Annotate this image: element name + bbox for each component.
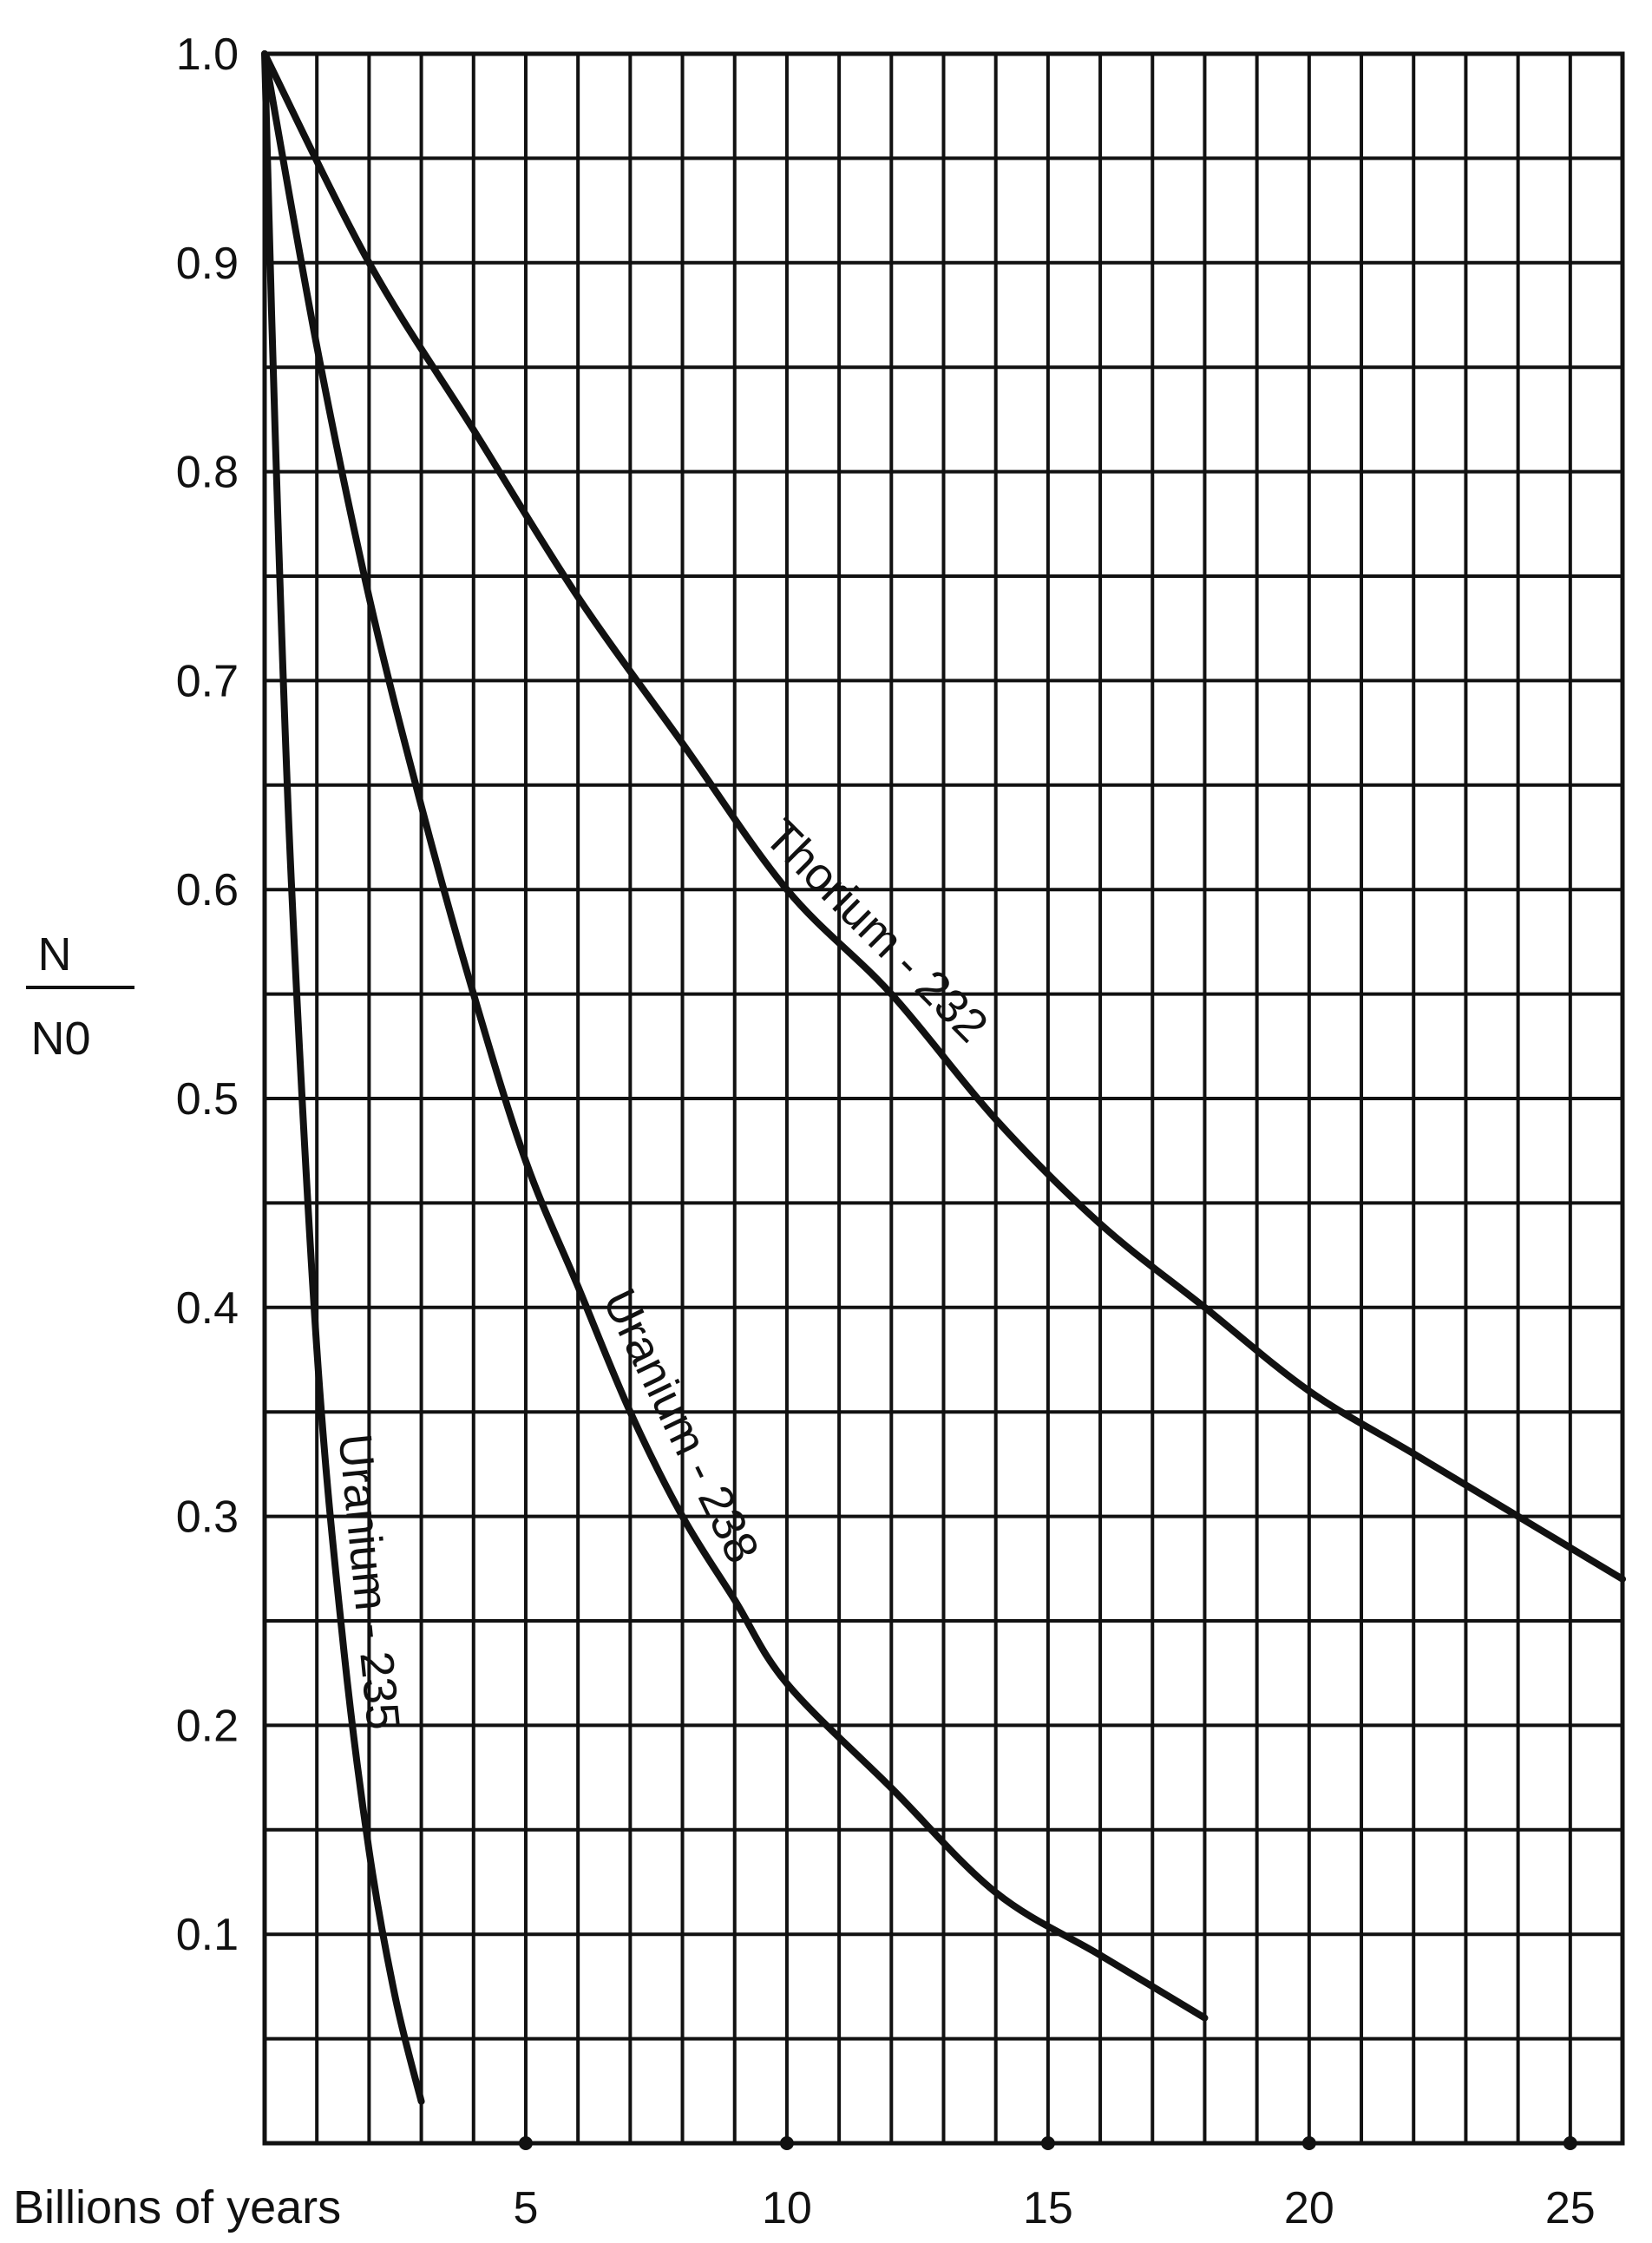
curve-label-thorium-232: Thorium - 232 xyxy=(755,810,998,1053)
y-tick-label: 0.9 xyxy=(176,239,239,289)
y-tick-label: 0.3 xyxy=(176,1492,239,1543)
y-tick-label: 0.5 xyxy=(176,1074,239,1125)
x-tick-mark xyxy=(1040,2136,1055,2150)
x-tick-label: 10 xyxy=(762,2183,812,2233)
x-tick-label: 25 xyxy=(1545,2183,1596,2233)
x-tick-mark xyxy=(1563,2136,1577,2150)
x-tick-mark xyxy=(1301,2136,1316,2150)
y-tick-label: 0.6 xyxy=(176,865,239,915)
y-tick-label: 0.4 xyxy=(176,1283,239,1334)
series-line-uranium-238 xyxy=(261,50,1209,2022)
y-tick-label: 0.1 xyxy=(176,1910,239,1960)
y-tick-label: 1.0 xyxy=(176,30,239,80)
x-tick-mark xyxy=(518,2136,533,2150)
y-axis-title-denominator: N0 xyxy=(30,1013,90,1065)
series-lines xyxy=(261,50,1626,2105)
tick-labels: 5 10 15 20 25 0.1 0.2 0.3 0.4 0.5 0.6 0.7 0.8 0.9 1.0 xyxy=(176,30,1596,2233)
series-line-uranium-235 xyxy=(261,50,425,2105)
axes xyxy=(262,51,1625,2150)
curve-label-uranium-235: Uranium - 235 xyxy=(329,1432,410,1732)
grid xyxy=(265,54,1622,2143)
y-tick-label: 0.2 xyxy=(176,1701,239,1751)
series-line-thorium-232 xyxy=(261,50,1626,1583)
x-tick-mark xyxy=(779,2136,794,2150)
x-axis-title: Billions of years xyxy=(13,2181,341,2233)
y-tick-label: 0.7 xyxy=(176,656,239,706)
x-tick-label: 20 xyxy=(1284,2183,1334,2233)
x-tick-label: 15 xyxy=(1023,2183,1073,2233)
y-axis-title-numerator: N xyxy=(38,928,72,980)
plot-frame xyxy=(262,51,1625,2146)
y-axis-title: N N0 xyxy=(26,928,134,1065)
x-tick-label: 5 xyxy=(514,2183,539,2233)
y-tick-label: 0.8 xyxy=(176,448,239,498)
